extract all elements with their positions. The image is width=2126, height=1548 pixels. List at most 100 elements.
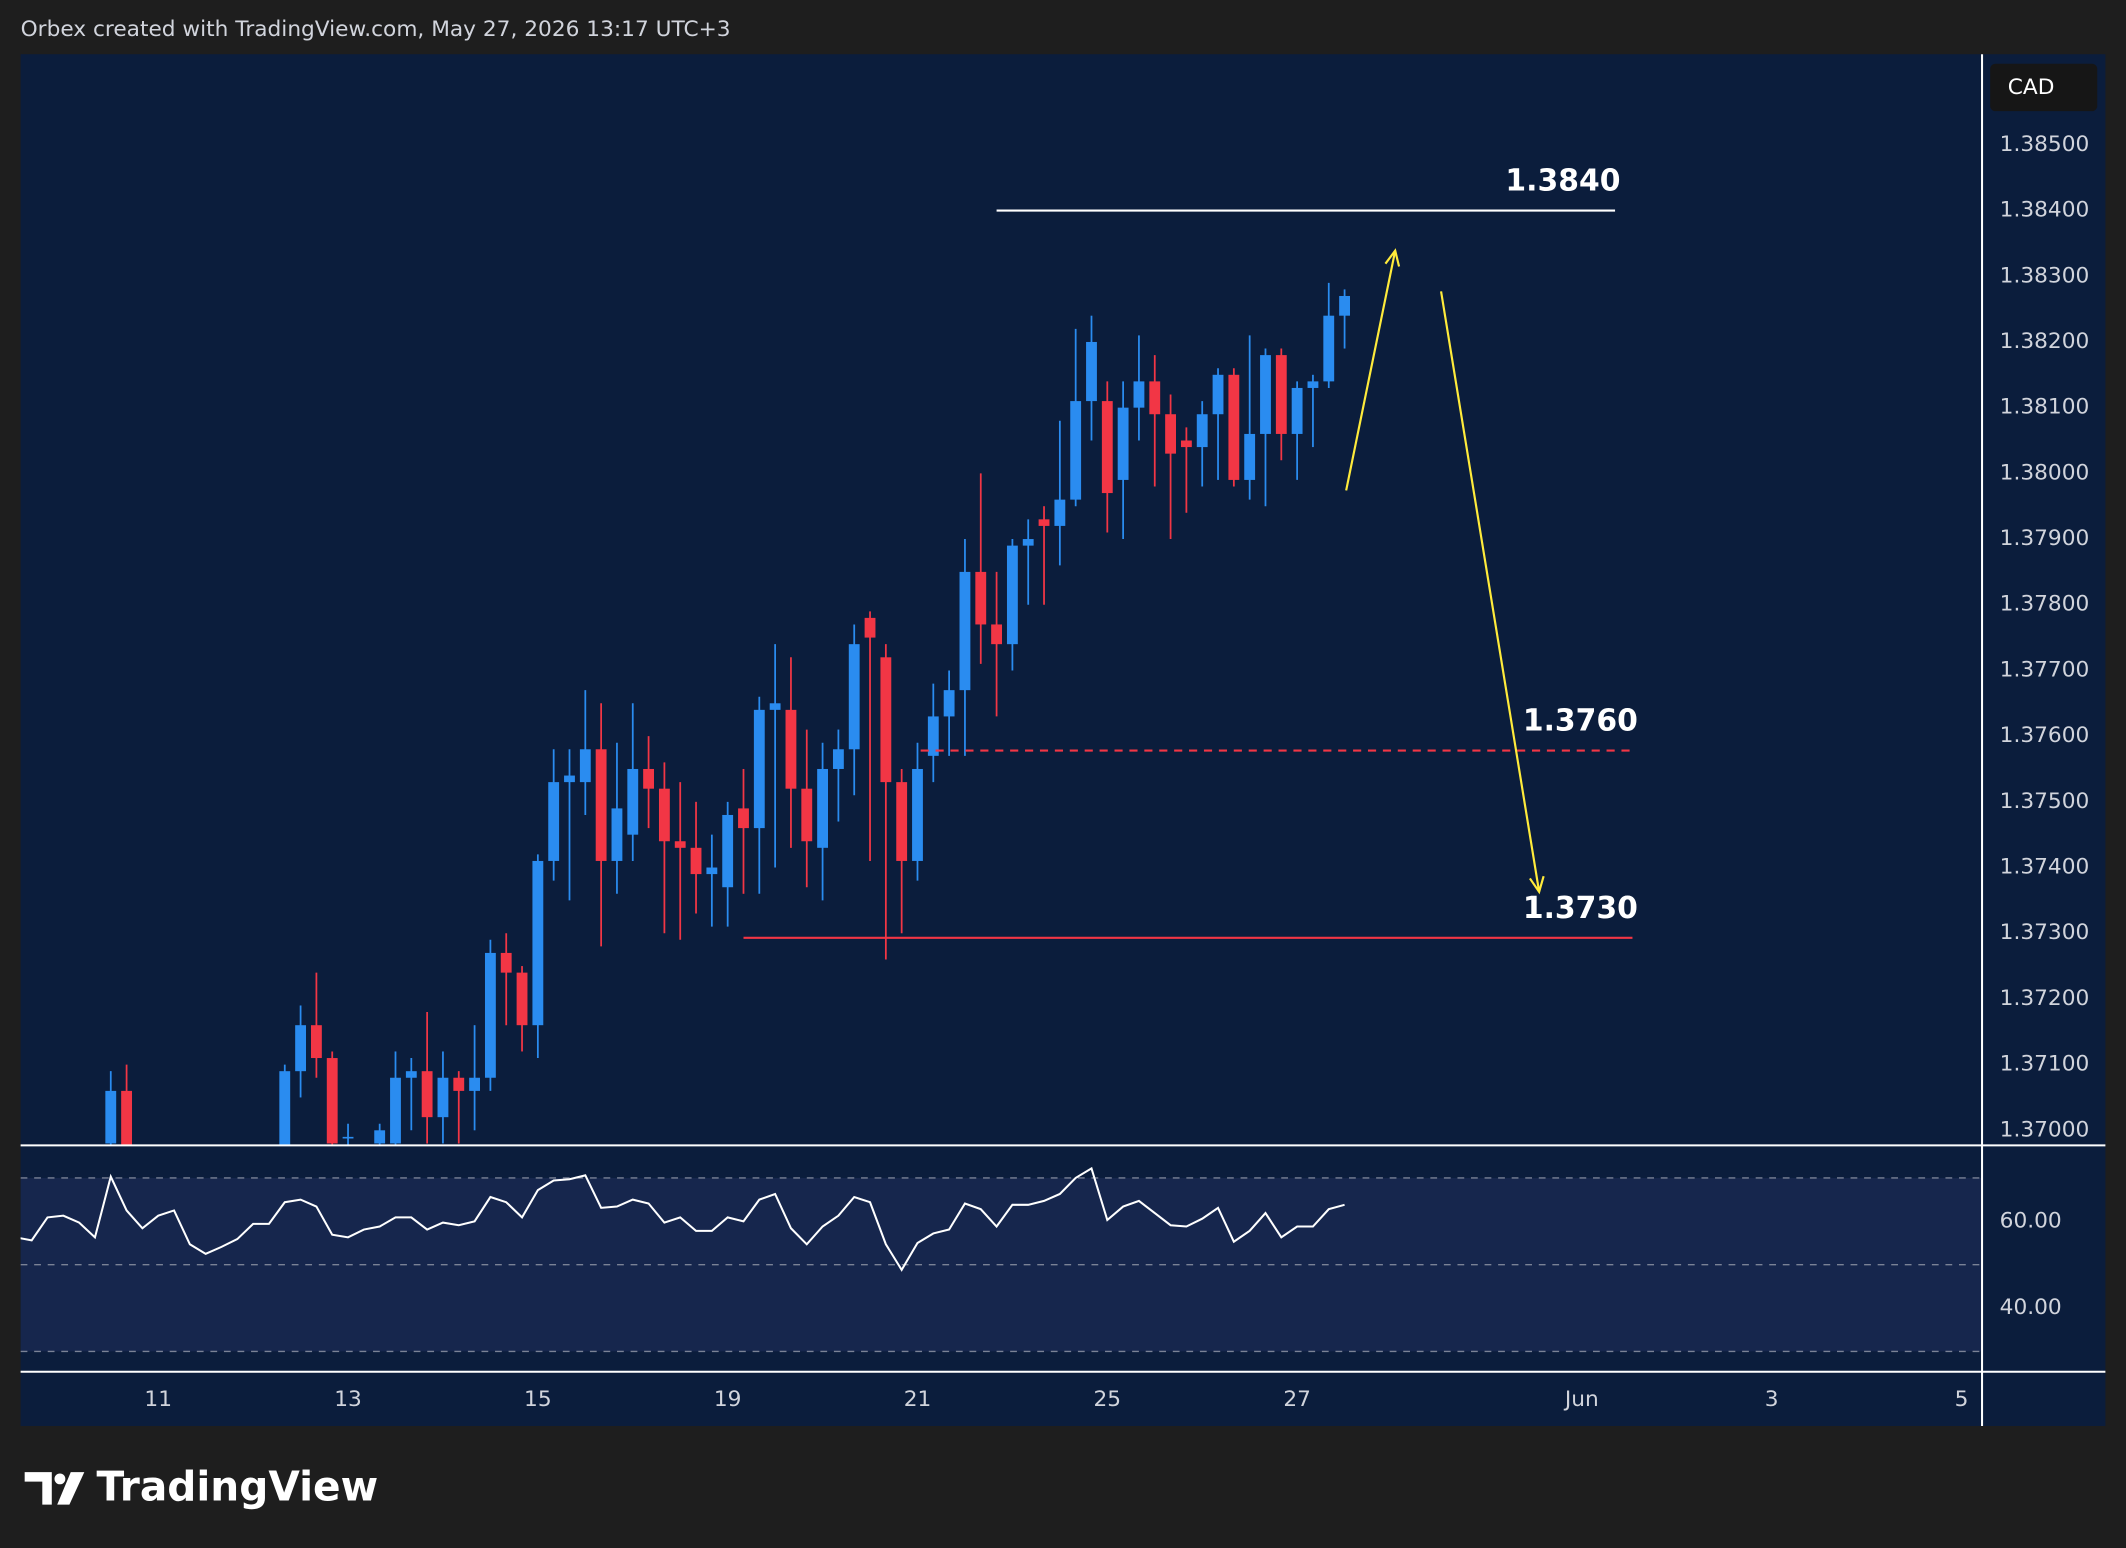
candle-body — [532, 860, 544, 1026]
candle-body — [564, 775, 575, 783]
candle-body — [1244, 433, 1256, 480]
header: Orbex created with TradingView.com, May … — [21, 17, 731, 42]
level-label: 1.3760 — [1523, 704, 1638, 739]
y-tick-label: 1.37900 — [2000, 526, 2090, 551]
x-tick-label: 3 — [1765, 1387, 1779, 1412]
candle-body — [1228, 374, 1240, 480]
candle-body — [896, 782, 908, 861]
candle-body — [611, 808, 623, 861]
rsi-line — [20, 1166, 1345, 1272]
candle-body — [1117, 407, 1129, 480]
y-tick-label: 1.38200 — [2000, 329, 2090, 354]
candle-body — [421, 1071, 433, 1118]
y-tick-label: 1.37400 — [2000, 855, 2090, 880]
candle-body — [975, 571, 987, 625]
candle-body — [658, 788, 670, 842]
candle-body — [753, 709, 765, 829]
x-tick-label: 13 — [334, 1387, 362, 1412]
candle-body — [1165, 414, 1176, 454]
candle-body — [1133, 381, 1145, 408]
level-label: 1.3730 — [1523, 891, 1638, 926]
y-tick-label: 1.37000 — [2000, 1117, 2090, 1142]
price-plot: 1.3840 1.3760 1.3730 — [105, 164, 1638, 1146]
candle-body — [1101, 401, 1113, 494]
candle-body — [1291, 387, 1303, 434]
candle-body — [1212, 374, 1224, 415]
candle-body — [453, 1077, 465, 1091]
candle-body — [927, 716, 939, 756]
candle-body — [374, 1130, 386, 1144]
candle-body — [690, 847, 702, 875]
candle-body — [295, 1025, 307, 1072]
candle-body — [1339, 295, 1350, 316]
y-tick-label: 1.37700 — [2000, 657, 2090, 682]
logo-mark — [24, 1472, 52, 1505]
candle-body — [674, 841, 686, 848]
candle-body — [469, 1077, 481, 1091]
arrow-head — [1384, 248, 1401, 267]
x-tick-label: 11 — [144, 1387, 172, 1412]
candle-body — [484, 952, 496, 1078]
candle-body — [548, 782, 560, 861]
candle-body — [1275, 355, 1287, 434]
y-tick-label: 1.38500 — [2000, 132, 2090, 157]
y-tick-label: 1.37200 — [2000, 986, 2090, 1011]
rsi-tick-label: 40.00 — [2000, 1295, 2062, 1320]
x-tick-label: 19 — [714, 1387, 742, 1412]
price-axis — [1982, 54, 2106, 1427]
candle-body — [405, 1071, 417, 1078]
candle-body — [500, 952, 512, 973]
candle-body — [801, 788, 813, 842]
candle-body — [1196, 414, 1208, 448]
candle-body — [817, 768, 829, 848]
candle-body — [991, 624, 1003, 645]
candle-body — [437, 1077, 449, 1118]
y-tick-label: 1.37300 — [2000, 920, 2090, 945]
rsi-tick-label: 60.00 — [2000, 1208, 2062, 1233]
currency-box — [1990, 63, 2098, 112]
candle-body — [785, 709, 797, 789]
candle-body — [1149, 381, 1161, 415]
candle-body — [1323, 315, 1335, 382]
candle-body — [595, 749, 607, 861]
candle-body — [769, 703, 781, 710]
candle-body — [105, 1090, 117, 1144]
candle-body — [706, 867, 718, 875]
candle-body — [1180, 440, 1192, 448]
candle-body — [342, 1136, 354, 1139]
candle-body — [848, 644, 860, 750]
branding: TradingView — [97, 1463, 379, 1511]
x-tick-label: 25 — [1094, 1387, 1122, 1412]
x-tick-label: 5 — [1955, 1387, 1969, 1412]
candle-body — [579, 749, 591, 783]
y-tick-label: 1.38400 — [2000, 198, 2090, 223]
candle-body — [390, 1077, 401, 1144]
arrow-head — [1529, 875, 1545, 895]
logo-mark — [54, 1473, 66, 1485]
x-tick-label: 21 — [904, 1387, 932, 1412]
candle-body — [864, 617, 876, 638]
rsi-plot — [20, 1166, 1983, 1353]
y-tick-label: 1.37600 — [2000, 723, 2090, 748]
candle-body — [912, 768, 923, 861]
layer: 1.3840 1.3760 1.3730 1.38500 1.38400 1.38300 1… — [20, 132, 2090, 1412]
candle-body — [1038, 519, 1050, 526]
candle-body — [943, 690, 955, 717]
x-tick-label: 27 — [1283, 1387, 1311, 1412]
candle-body — [1070, 401, 1082, 500]
x-tick-label: Jun — [1563, 1387, 1599, 1412]
candle-body — [1260, 355, 1271, 434]
currency: CAD — [2008, 75, 2055, 100]
candle-body — [1006, 545, 1018, 645]
y-tick-label: 1.37500 — [2000, 789, 2090, 814]
y-tick-label: 1.38000 — [2000, 460, 2090, 485]
candle-body — [1086, 341, 1097, 402]
candle-body — [1054, 499, 1066, 526]
y-tick-label: 1.37100 — [2000, 1052, 2090, 1077]
y-tick-label: 1.38300 — [2000, 263, 2090, 288]
candle-body — [722, 814, 734, 888]
logo-mark — [57, 1472, 85, 1505]
candle-body — [516, 972, 528, 1026]
candle-body — [627, 768, 639, 835]
